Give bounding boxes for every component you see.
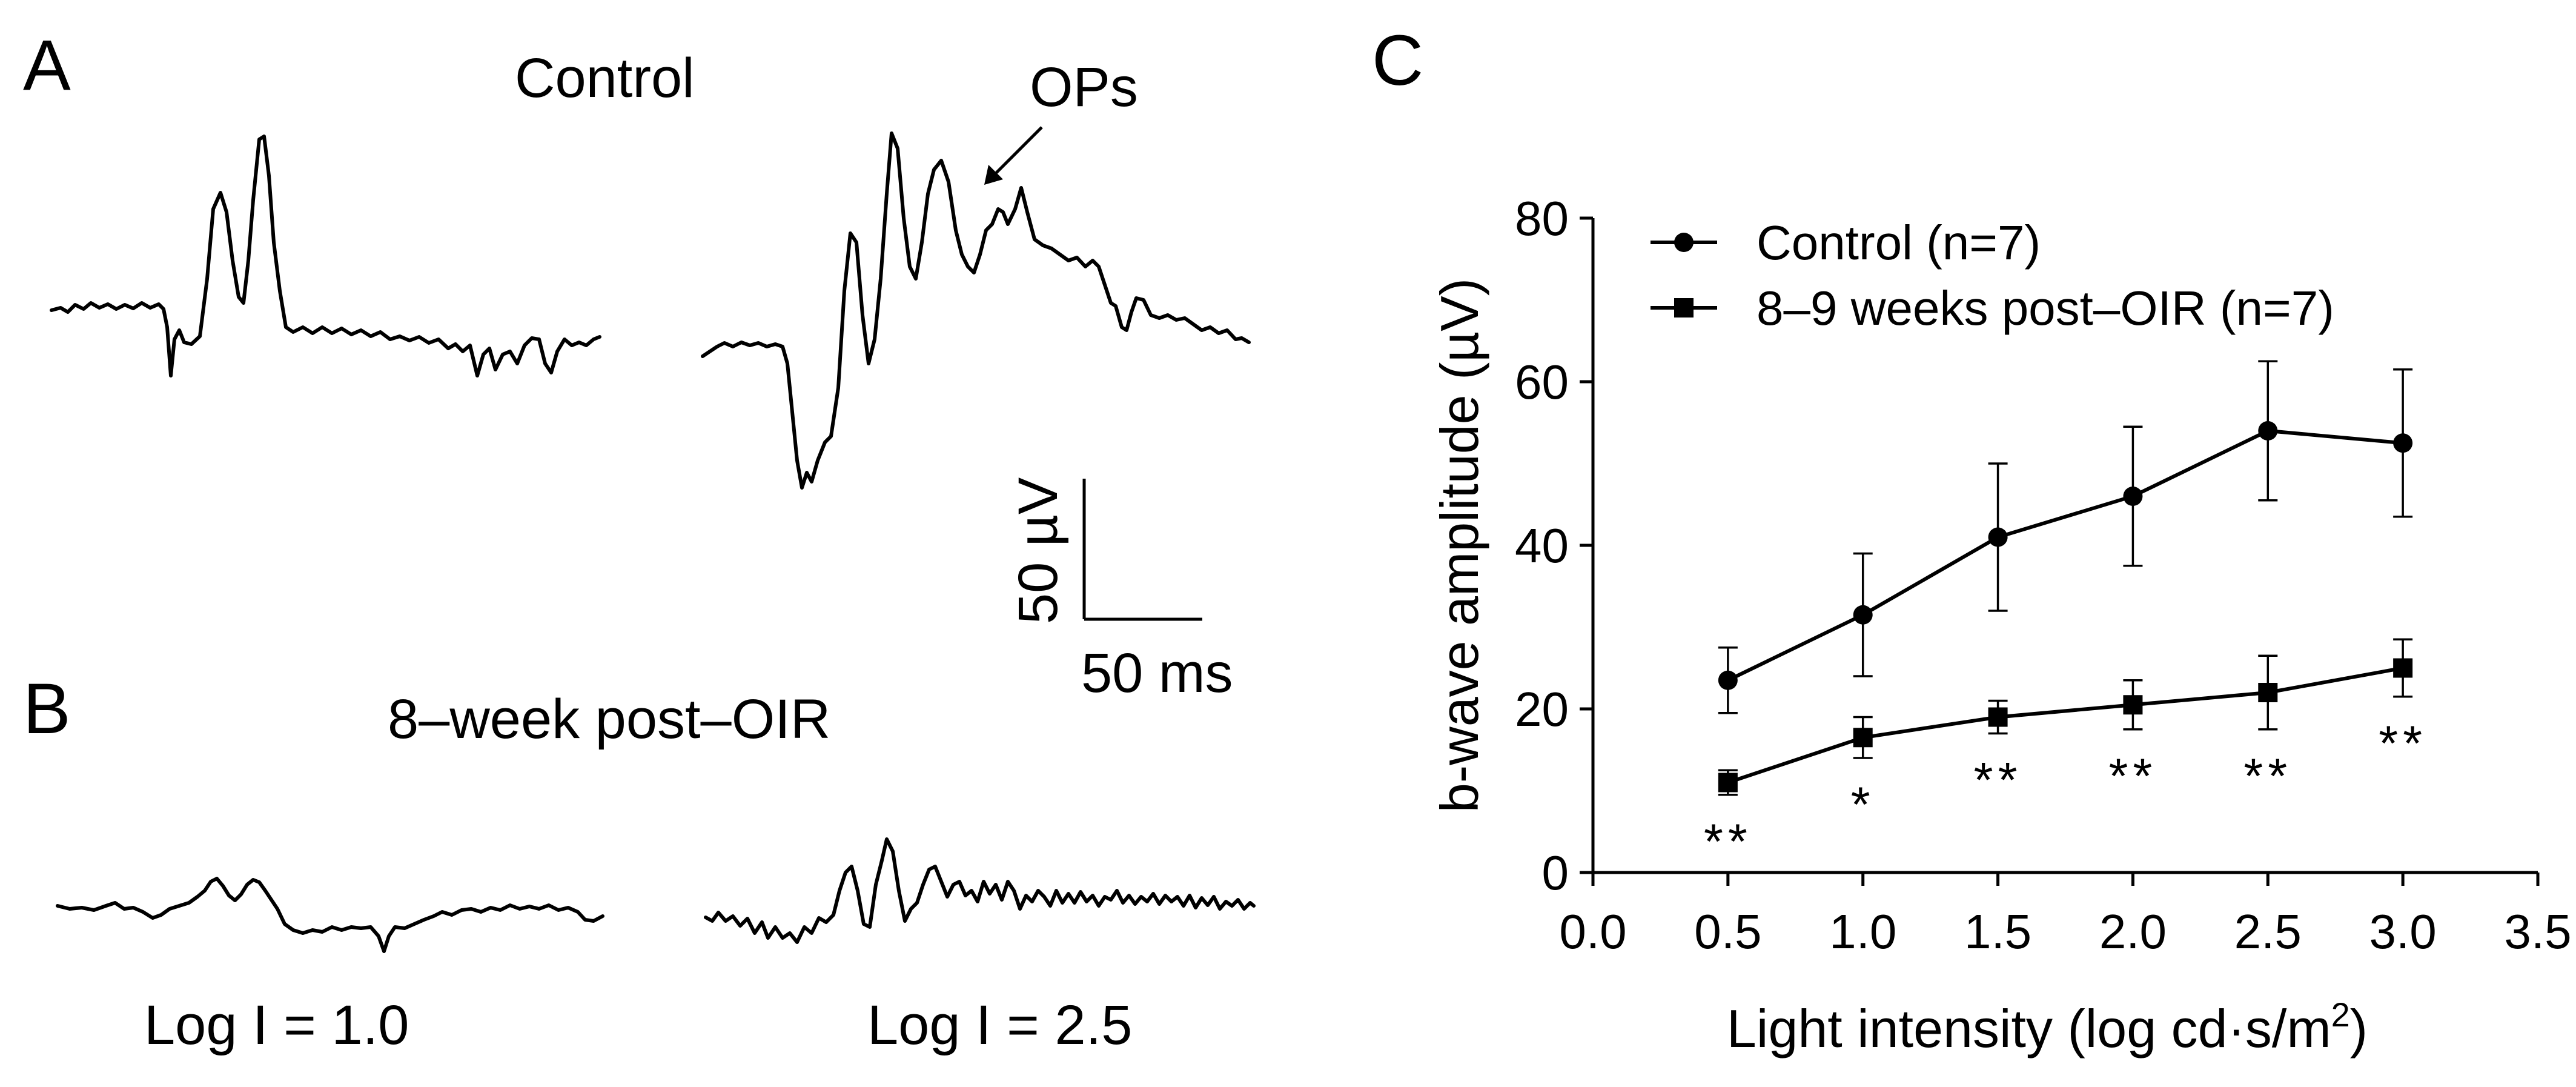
panel-c-label: C (1372, 21, 1423, 101)
scale-bar (1082, 479, 1202, 621)
legend-marker-circle (1674, 233, 1694, 252)
y-tick-label: 80 (1515, 191, 1569, 245)
chart-xlabel-main: Light intensity (log cd·s/m (1727, 999, 2331, 1059)
x-tick-label: 2.0 (2099, 905, 2167, 959)
series-line-1 (1727, 666, 2403, 785)
ops-label: OPs (1030, 56, 1138, 118)
data-point-circle (1718, 670, 1738, 690)
x-tick-label: 3.5 (2504, 905, 2571, 959)
data-point-square (2258, 683, 2278, 702)
significance-mark: ** (2243, 749, 2292, 804)
control-title: Control (515, 47, 695, 109)
y-tick-label: 0 (1542, 846, 1569, 900)
x-tick-label: 0.0 (1559, 905, 1626, 959)
x-tick-label: 3.0 (2369, 905, 2437, 959)
significance-mark: ** (2109, 749, 2157, 804)
chart-ylabel: b-wave amplitude (µV) (1429, 278, 1489, 813)
chart-xlabel: Light intensity (log cd·s/m2) (1727, 996, 2368, 1059)
erg-trace-oir-low (56, 877, 604, 953)
panel-b-label: B (23, 669, 71, 749)
log-intensity-high-label: Log I = 2.5 (867, 994, 1132, 1056)
y-tick-label: 20 (1515, 682, 1569, 736)
legend-marker-square (1674, 298, 1694, 317)
ops-arrow (984, 126, 1043, 185)
scale-bar-time-label: 50 ms (1081, 642, 1233, 704)
y-tick-label: 40 (1515, 519, 1569, 573)
erg-trace-oir-high (704, 837, 1256, 944)
data-point-circle (1853, 605, 1873, 625)
x-tick-label: 1.5 (1964, 905, 2031, 959)
significance-mark: * (1851, 777, 1875, 833)
legend-label: 8–9 weeks post–OIR (n=7) (1757, 281, 2334, 335)
data-point-circle (1988, 527, 2008, 547)
y-tick-label: 60 (1515, 355, 1569, 409)
data-point-square (2393, 658, 2413, 678)
data-point-circle (2258, 421, 2278, 440)
series-line-0 (1727, 428, 2403, 682)
chart-xlabel-sup: 2 (2331, 996, 2350, 1034)
data-point-square (1988, 707, 2008, 727)
data-point-circle (2393, 433, 2413, 453)
oir-title: 8–week post–OIR (388, 688, 830, 750)
significance-mark: ** (1704, 814, 1752, 869)
data-point-square (2123, 695, 2143, 715)
legend-label: Control (n=7) (1757, 216, 2041, 270)
panel-a-label: A (23, 25, 71, 105)
x-tick-label: 1.0 (1829, 905, 1896, 959)
chart-xlabel-end: ) (2350, 999, 2368, 1059)
scale-bar-voltage-label: 50 µV (1007, 477, 1069, 624)
significance-mark: ** (1974, 753, 2022, 808)
erg-trace-control-low (50, 135, 601, 377)
erg-trace-control-high (701, 131, 1251, 490)
data-point-square (1718, 773, 1738, 793)
data-point-square (1853, 728, 1873, 748)
significance-mark: ** (2379, 716, 2427, 771)
data-point-circle (2123, 487, 2143, 506)
x-tick-label: 0.5 (1694, 905, 1761, 959)
log-intensity-low-label: Log I = 1.0 (144, 994, 409, 1056)
x-tick-label: 2.5 (2234, 905, 2302, 959)
